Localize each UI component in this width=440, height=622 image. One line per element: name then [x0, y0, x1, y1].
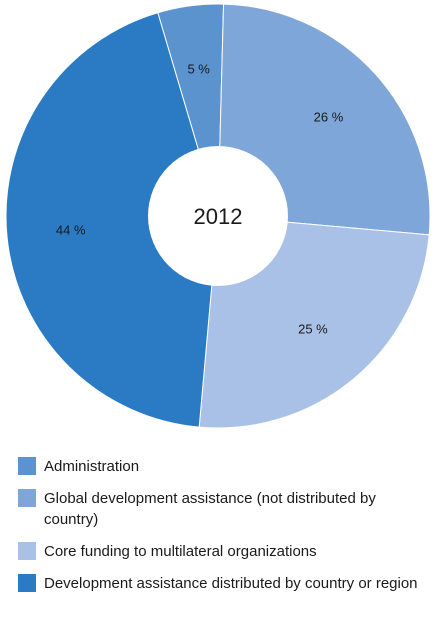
legend-label-3: Development assistance distributed by co… — [44, 575, 418, 592]
center-year-label: 2012 — [194, 204, 243, 229]
slice-label-3: 44 % — [56, 223, 86, 238]
legend-item-0: Administration — [18, 456, 428, 477]
legend-label-0: Administration — [44, 458, 140, 475]
legend-label-2: Core funding to multilateral organizatio… — [44, 543, 317, 560]
donut-hole — [148, 146, 288, 286]
slice-3 — [5, 12, 219, 428]
legend-label-1: Global development assistance (not distr… — [44, 490, 376, 528]
legend-swatch-3 — [18, 574, 36, 592]
legend-swatch-1 — [18, 489, 36, 507]
legend: Administration Global development assista… — [18, 456, 428, 605]
legend-item-3: Development assistance distributed by co… — [18, 573, 428, 594]
legend-swatch-2 — [18, 542, 36, 560]
legend-item-1: Global development assistance (not distr… — [18, 488, 428, 530]
donut-chart: 5 % 26 % 25 % 44 % 2012 — [5, 3, 431, 429]
slice-label-2: 25 % — [298, 322, 328, 337]
slice-label-0: 5 % — [187, 61, 210, 76]
slice-labels: 5 % 26 % 25 % 44 % — [56, 61, 344, 336]
legend-swatch-0 — [18, 457, 36, 475]
legend-item-2: Core funding to multilateral organizatio… — [18, 541, 428, 562]
slice-label-1: 26 % — [314, 110, 344, 125]
